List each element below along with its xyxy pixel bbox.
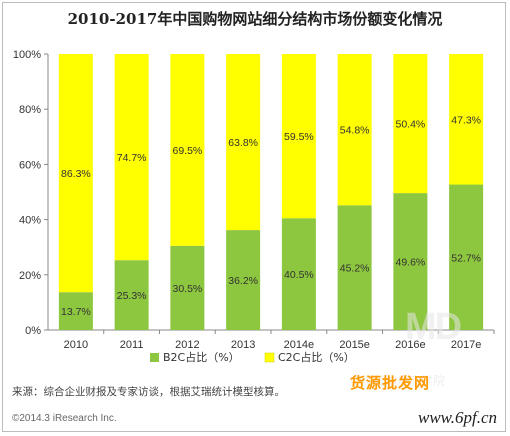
c2c-data-label: 86.3% <box>61 168 91 180</box>
watermark-url: www.6pf.cn <box>418 408 498 427</box>
legend-swatch-b2c <box>150 353 159 362</box>
c2c-data-label: 63.8% <box>228 137 258 149</box>
c2c-bar <box>58 54 93 293</box>
x-tick-label: 2016e <box>395 339 426 351</box>
legend-label-c2c: C2C占比（%） <box>278 350 355 364</box>
b2c-bar <box>114 260 149 330</box>
legend-swatch-c2c <box>264 352 275 363</box>
c2c-bar <box>337 54 372 206</box>
c2c-bar <box>170 54 205 246</box>
y-tick-label: 60% <box>19 159 41 171</box>
legend-label-b2c: B2C占比（%） <box>163 350 240 364</box>
b2c-bar <box>393 193 428 330</box>
c2c-data-label: 47.3% <box>451 114 481 126</box>
b2c-data-label: 13.7% <box>61 306 91 318</box>
b2c-bar <box>449 184 484 330</box>
b2c-bar <box>337 205 372 330</box>
b2c-bar <box>281 218 316 330</box>
b2c-data-label: 49.6% <box>395 257 425 269</box>
x-tick-label: 2012 <box>175 339 199 351</box>
b2c-data-label: 25.3% <box>117 290 147 302</box>
chart-title: 2010-2017年中国购物网站细分结构市场份额变化情况 <box>67 10 443 28</box>
x-tick-label: 2010 <box>64 339 88 351</box>
y-tick-label: 0% <box>25 325 41 337</box>
c2c-bar <box>114 54 149 261</box>
y-tick-label: 20% <box>19 270 41 282</box>
watermark-logo: MD <box>405 306 462 348</box>
watermark-chinese-text: 广州美迪电商学院 <box>349 374 446 388</box>
c2c-data-label: 54.8% <box>340 125 370 137</box>
b2c-data-label: 40.5% <box>284 269 314 281</box>
x-tick-label: 2014e <box>284 339 315 351</box>
x-tick-label: 2015e <box>339 339 370 351</box>
source-note: 来源：综合企业财报及专家访谈，根据艾瑞统计模型核算。 <box>12 386 285 398</box>
x-tick-label: 2011 <box>120 339 144 351</box>
c2c-bar <box>449 54 484 185</box>
c2c-bar <box>226 54 261 231</box>
b2c-data-label: 52.7% <box>451 252 481 264</box>
watermark-brand: 货源批发网 <box>350 374 431 392</box>
y-tick-label: 40% <box>19 215 41 227</box>
b2c-bar <box>226 230 261 330</box>
y-tick-label: 80% <box>19 104 41 116</box>
b2c-bar <box>58 292 93 330</box>
c2c-data-label: 50.4% <box>395 119 425 131</box>
x-tick-label: 2013 <box>231 339 255 351</box>
x-tick-label: 2017e <box>451 339 482 351</box>
c2c-data-label: 69.5% <box>172 145 202 157</box>
b2c-data-label: 30.5% <box>172 283 202 295</box>
b2c-data-label: 36.2% <box>228 275 258 287</box>
y-tick-label: 100% <box>13 49 41 61</box>
c2c-data-label: 74.7% <box>117 152 147 164</box>
b2c-data-label: 45.2% <box>340 263 370 275</box>
c2c-data-label: 59.5% <box>284 131 314 143</box>
c2c-bar <box>393 54 428 194</box>
copyright-text: ©2014.3 iResearch Inc. <box>12 413 117 424</box>
c2c-bar <box>281 54 316 219</box>
b2c-bar <box>170 245 205 330</box>
